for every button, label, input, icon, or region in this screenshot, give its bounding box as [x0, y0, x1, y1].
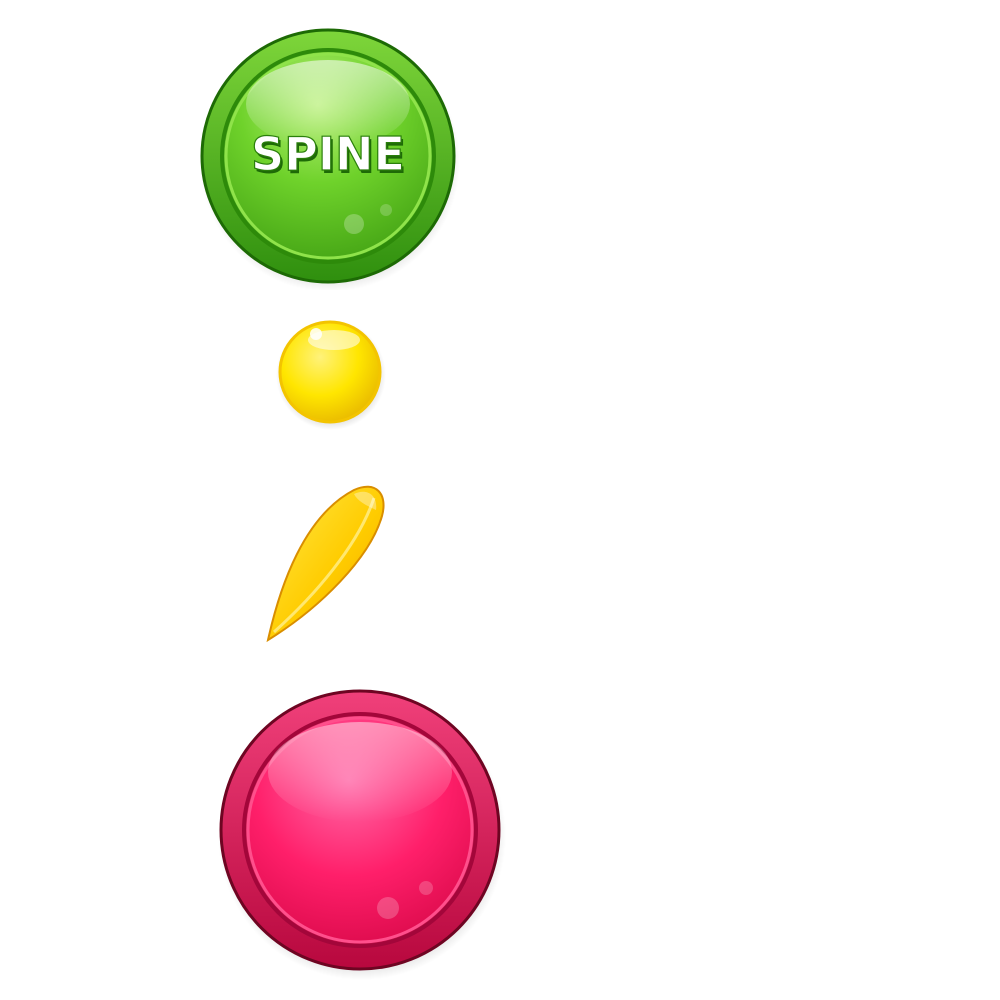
- spine-label-shadow: SPINE: [253, 130, 407, 184]
- petal-highlight: [354, 491, 377, 510]
- spine-label: SPINE: [251, 127, 405, 181]
- button-inner-groove: [220, 48, 436, 264]
- orb-glint: [310, 328, 322, 340]
- spine-button[interactable]: SPINE SPINE: [196, 26, 460, 290]
- yellow-petal: [266, 485, 385, 643]
- button-sparkle: [377, 897, 399, 919]
- pink-button[interactable]: [212, 684, 508, 980]
- yellow-orb: [276, 320, 386, 430]
- button-sparkle-small: [380, 204, 392, 216]
- button-sparkle-small: [419, 881, 433, 895]
- button-inner-groove: [242, 712, 478, 948]
- button-shine: [268, 722, 452, 822]
- button-sparkle: [344, 214, 364, 234]
- orb-body: [278, 320, 382, 424]
- petal-vein: [272, 497, 376, 634]
- button-shine: [246, 60, 410, 148]
- petal-body: [266, 485, 385, 643]
